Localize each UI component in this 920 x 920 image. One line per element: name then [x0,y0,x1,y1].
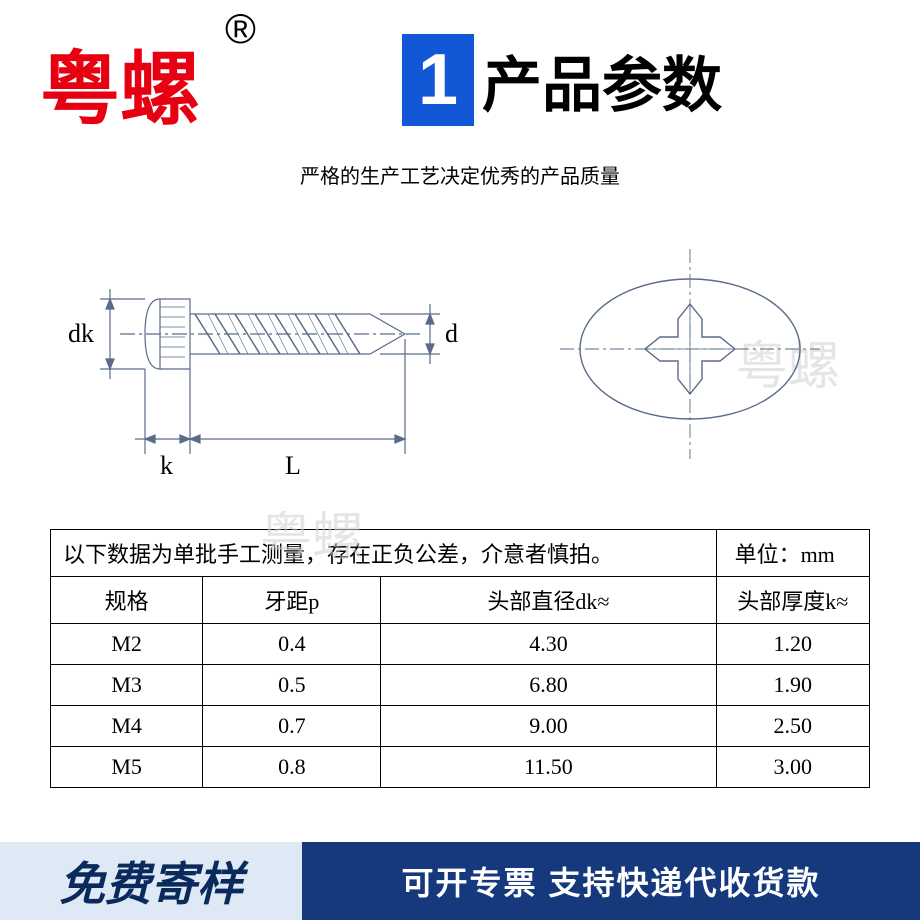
table-row: M2 0.4 4.30 1.20 [51,624,870,665]
title-row: 1 产品参数 [398,30,722,130]
col-k: 头部厚度k≈ [716,577,869,624]
table-note: 以下数据为单批手工测量，存在正负公差，介意者慎拍。 [51,530,717,577]
footer-right-banner: 可开专票 支持快递代收货款 [302,842,920,920]
table-header-row: 规格 牙距p 头部直径dk≈ 头部厚度k≈ [51,577,870,624]
brand-logo-text: 粤螺 [40,25,200,141]
screw-side-diagram: dk d k L [60,229,480,489]
diagram-area: 粤螺 [0,219,920,519]
registered-mark: ® [225,5,256,53]
label-dk: dk [68,319,94,348]
footer-left-banner: 免费寄样 [0,842,302,920]
spec-table-wrap: 以下数据为单批手工测量，存在正负公差，介意者慎拍。 单位：mm 规格 牙距p 头… [50,529,870,788]
label-L: L [285,451,301,480]
col-dk: 头部直径dk≈ [381,577,716,624]
spec-table: 以下数据为单批手工测量，存在正负公差，介意者慎拍。 单位：mm 规格 牙距p 头… [50,529,870,788]
col-pitch: 牙距p [203,577,381,624]
section-number-badge: 1 [398,30,478,130]
subtitle: 严格的生产工艺决定优秀的产品质量 [0,160,920,189]
table-note-row: 以下数据为单批手工测量，存在正负公差，介意者慎拍。 单位：mm [51,530,870,577]
table-unit: 单位：mm [716,530,869,577]
screw-top-diagram [560,249,820,459]
header: 粤螺 ® 1 产品参数 严格的生产工艺决定优秀的产品质量 [0,0,920,189]
label-d: d [445,319,458,348]
label-k: k [160,451,173,480]
table-row: M4 0.7 9.00 2.50 [51,706,870,747]
table-row: M5 0.8 11.50 3.00 [51,747,870,788]
footer: 免费寄样 可开专票 支持快递代收货款 [0,842,920,920]
table-row: M3 0.5 6.80 1.90 [51,665,870,706]
col-spec: 规格 [51,577,203,624]
page-title: 产品参数 [482,37,722,124]
